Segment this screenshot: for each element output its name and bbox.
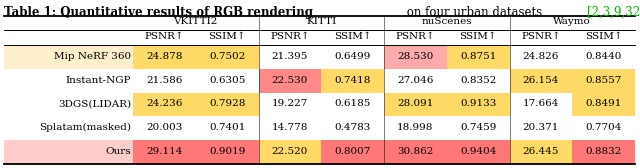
Text: Mip NeRF 360: Mip NeRF 360 xyxy=(54,52,131,61)
Bar xyxy=(133,45,196,69)
Text: SSIM↑: SSIM↑ xyxy=(208,32,246,41)
Text: 0.4783: 0.4783 xyxy=(335,123,371,132)
Text: nuScenes: nuScenes xyxy=(421,16,472,26)
Bar xyxy=(259,140,321,164)
Text: 0.7418: 0.7418 xyxy=(335,76,371,85)
Text: PSNR↑: PSNR↑ xyxy=(396,32,435,41)
Bar xyxy=(572,140,635,164)
Text: 24.826: 24.826 xyxy=(523,52,559,61)
Text: 0.8440: 0.8440 xyxy=(586,52,622,61)
Text: SSIM↑: SSIM↑ xyxy=(460,32,497,41)
Text: KITTI: KITTI xyxy=(306,16,337,26)
Text: 0.9133: 0.9133 xyxy=(460,99,496,109)
Bar xyxy=(4,140,133,164)
Bar xyxy=(196,140,259,164)
Bar xyxy=(572,93,635,116)
Text: 0.7401: 0.7401 xyxy=(209,123,245,132)
Bar xyxy=(384,93,447,116)
Text: 26.445: 26.445 xyxy=(523,147,559,156)
Text: VKITTI2: VKITTI2 xyxy=(173,16,218,26)
Text: Ours: Ours xyxy=(106,147,131,156)
Text: 0.8352: 0.8352 xyxy=(460,76,496,85)
Text: 0.8007: 0.8007 xyxy=(335,147,371,156)
Bar xyxy=(4,45,133,69)
Text: 20.003: 20.003 xyxy=(146,123,182,132)
Bar xyxy=(133,140,196,164)
Text: 20.371: 20.371 xyxy=(523,123,559,132)
Bar xyxy=(509,69,572,93)
Text: 3DGS(LIDAR): 3DGS(LIDAR) xyxy=(58,99,131,109)
Text: 0.7928: 0.7928 xyxy=(209,99,245,109)
Text: 28.091: 28.091 xyxy=(397,99,433,109)
Text: 0.7502: 0.7502 xyxy=(209,52,245,61)
Text: 0.8491: 0.8491 xyxy=(586,99,622,109)
Text: 0.6185: 0.6185 xyxy=(335,99,371,109)
Text: 18.998: 18.998 xyxy=(397,123,433,132)
Bar xyxy=(321,140,384,164)
Text: 21.395: 21.395 xyxy=(272,52,308,61)
Bar xyxy=(572,69,635,93)
Text: SSIM↑: SSIM↑ xyxy=(334,32,371,41)
Text: 27.046: 27.046 xyxy=(397,76,433,85)
Text: PSNR↑: PSNR↑ xyxy=(270,32,310,41)
Text: 19.227: 19.227 xyxy=(272,99,308,109)
Bar xyxy=(447,140,509,164)
Text: 0.9404: 0.9404 xyxy=(460,147,496,156)
Text: Instant-NGP: Instant-NGP xyxy=(65,76,131,85)
Text: SSIM↑: SSIM↑ xyxy=(585,32,623,41)
Bar xyxy=(384,140,447,164)
Text: 24.236: 24.236 xyxy=(146,99,182,109)
Text: 22.530: 22.530 xyxy=(272,76,308,85)
Text: PSNR↑: PSNR↑ xyxy=(145,32,184,41)
Text: 0.8832: 0.8832 xyxy=(586,147,622,156)
Text: Splatam(masked): Splatam(masked) xyxy=(39,123,131,132)
Text: 30.862: 30.862 xyxy=(397,147,433,156)
Text: 0.6499: 0.6499 xyxy=(335,52,371,61)
Text: 21.586: 21.586 xyxy=(146,76,182,85)
Bar xyxy=(447,45,509,69)
Text: 14.778: 14.778 xyxy=(272,123,308,132)
Text: 0.6305: 0.6305 xyxy=(209,76,245,85)
Text: 0.7459: 0.7459 xyxy=(460,123,496,132)
Text: PSNR↑: PSNR↑ xyxy=(521,32,561,41)
Bar xyxy=(321,69,384,93)
Text: 22.520: 22.520 xyxy=(272,147,308,156)
Bar xyxy=(133,93,196,116)
Text: on four urban datasets: on four urban datasets xyxy=(403,6,545,19)
Bar xyxy=(384,45,447,69)
Bar xyxy=(509,140,572,164)
Text: 26.154: 26.154 xyxy=(523,76,559,85)
Text: Waymo: Waymo xyxy=(554,16,591,26)
Text: 0.7704: 0.7704 xyxy=(586,123,622,132)
Bar xyxy=(259,69,321,93)
Bar xyxy=(196,45,259,69)
Bar xyxy=(447,93,509,116)
Text: 28.530: 28.530 xyxy=(397,52,433,61)
Text: 29.114: 29.114 xyxy=(146,147,182,156)
Text: 17.664: 17.664 xyxy=(523,99,559,109)
Text: 0.9019: 0.9019 xyxy=(209,147,245,156)
Bar xyxy=(196,93,259,116)
Text: Table 1: Quantitative results of RGB rendering: Table 1: Quantitative results of RGB ren… xyxy=(4,6,313,19)
Text: 24.878: 24.878 xyxy=(146,52,182,61)
Text: 0.8751: 0.8751 xyxy=(460,52,496,61)
Text: 0.8557: 0.8557 xyxy=(586,76,622,85)
Text: [2,3,9,32]: [2,3,9,32] xyxy=(587,6,640,19)
